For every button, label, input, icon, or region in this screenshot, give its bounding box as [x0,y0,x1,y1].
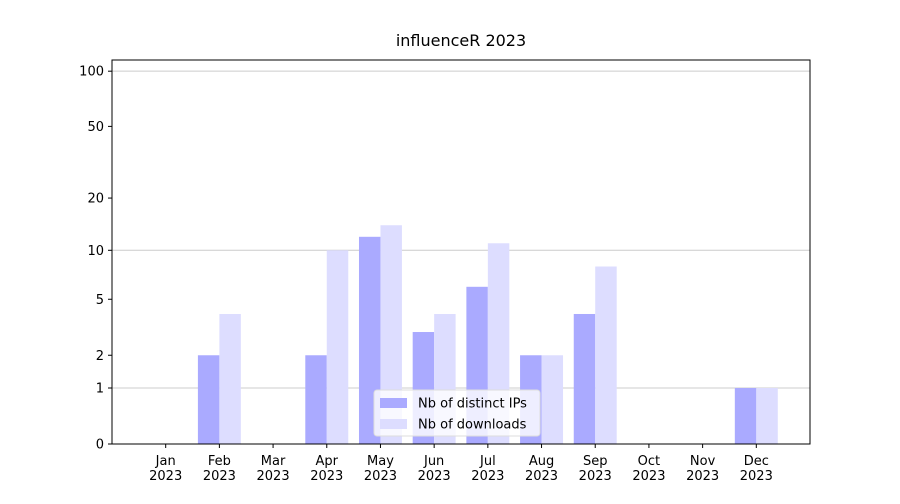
x-tick-label: Jan 2023 [149,454,182,484]
x-tick-label: May 2023 [364,454,397,484]
x-tick-label: Sep 2023 [579,454,612,484]
bar [541,355,564,444]
x-tick-label: Nov 2023 [686,454,719,484]
x-tick-label: Jun 2023 [418,454,451,484]
bar [734,388,757,444]
y-tick-label: 2 [96,349,104,364]
legend-label: Nb of distinct IPs [418,397,527,412]
y-tick-label: 0 [96,438,104,453]
x-tick-label: Aug 2023 [525,454,558,484]
x-tick-label: Dec 2023 [740,454,773,484]
legend-swatch [380,398,407,408]
y-tick-label: 10 [87,244,104,259]
y-tick-label: 5 [96,293,104,308]
bar [305,355,327,444]
bar [326,250,349,444]
x-tick-label: Jul 2023 [471,454,504,484]
legend-box [373,389,541,437]
legend-label: Nb of downloads [418,418,527,433]
bar [756,388,778,444]
bar [595,266,617,444]
bar [573,313,596,444]
legend: Nb of distinct IPs Nb of downloads [373,389,541,437]
x-tick-label: Apr 2023 [310,454,343,484]
x-tick-label: Mar 2023 [257,454,290,484]
legend-swatch [380,419,407,429]
plot-frame [111,59,811,445]
bar [219,313,241,444]
y-tick-label: 20 [87,192,104,207]
bar [380,225,402,444]
x-tick-label: Feb 2023 [203,454,236,484]
bar [197,355,220,444]
y-tick-label: 1 [96,382,104,397]
y-tick-label: 50 [87,120,104,135]
chart-title: influenceR 2023 [396,31,526,50]
y-tick-label: 100 [79,65,104,80]
x-tick-label: Oct 2023 [632,454,665,484]
